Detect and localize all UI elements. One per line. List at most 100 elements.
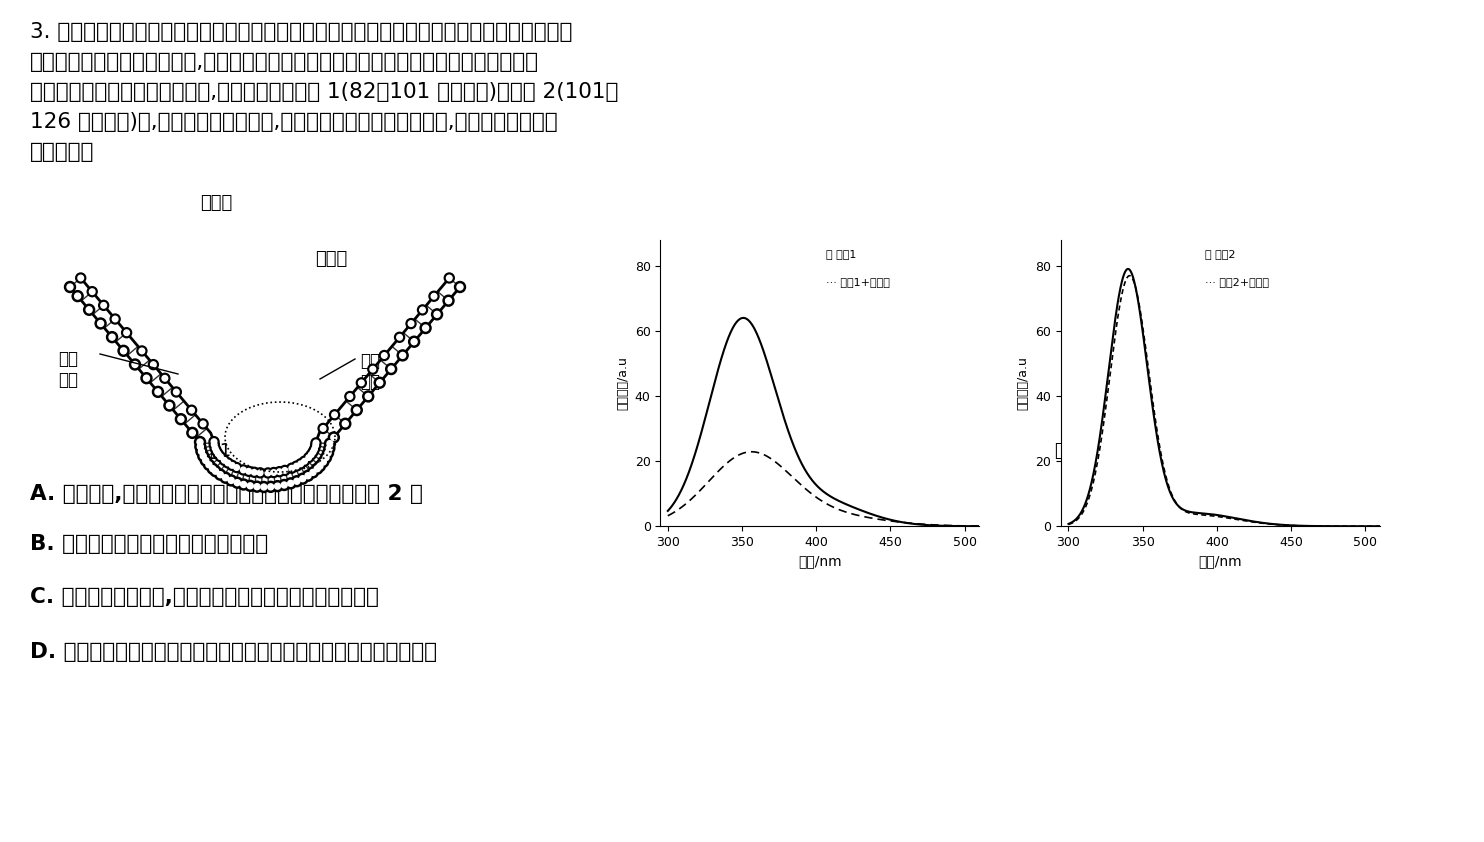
Circle shape bbox=[197, 450, 209, 461]
Circle shape bbox=[321, 459, 326, 465]
Circle shape bbox=[310, 444, 319, 454]
Circle shape bbox=[243, 466, 254, 477]
Circle shape bbox=[79, 275, 83, 280]
Circle shape bbox=[313, 440, 319, 445]
Circle shape bbox=[374, 377, 386, 388]
Circle shape bbox=[309, 452, 315, 457]
X-axis label: 波长/nm: 波长/nm bbox=[798, 555, 841, 568]
Circle shape bbox=[254, 483, 260, 490]
Circle shape bbox=[272, 470, 276, 476]
Circle shape bbox=[197, 439, 203, 445]
Circle shape bbox=[297, 473, 309, 484]
Circle shape bbox=[312, 463, 324, 474]
Circle shape bbox=[407, 318, 416, 328]
Circle shape bbox=[445, 298, 451, 304]
Circle shape bbox=[203, 459, 214, 470]
Circle shape bbox=[211, 443, 220, 453]
Circle shape bbox=[226, 475, 236, 486]
Circle shape bbox=[325, 450, 331, 456]
Circle shape bbox=[209, 440, 220, 450]
Circle shape bbox=[240, 467, 246, 472]
Circle shape bbox=[64, 281, 76, 292]
Circle shape bbox=[322, 447, 334, 459]
Circle shape bbox=[261, 484, 267, 490]
Circle shape bbox=[275, 483, 280, 489]
Circle shape bbox=[148, 360, 159, 370]
Circle shape bbox=[352, 405, 362, 416]
Circle shape bbox=[285, 478, 297, 489]
Circle shape bbox=[194, 436, 205, 447]
Text: 述错误的是: 述错误的是 bbox=[30, 142, 95, 162]
Circle shape bbox=[98, 301, 108, 311]
Circle shape bbox=[188, 408, 194, 413]
Circle shape bbox=[211, 442, 217, 447]
Circle shape bbox=[101, 302, 107, 308]
Circle shape bbox=[309, 447, 318, 457]
Circle shape bbox=[263, 468, 273, 478]
Circle shape bbox=[206, 461, 212, 467]
Circle shape bbox=[211, 439, 217, 445]
Circle shape bbox=[306, 472, 312, 479]
Circle shape bbox=[315, 461, 325, 472]
Circle shape bbox=[417, 305, 427, 315]
Circle shape bbox=[187, 428, 197, 439]
Circle shape bbox=[229, 477, 234, 483]
Circle shape bbox=[255, 468, 266, 478]
Text: 图1: 图1 bbox=[209, 442, 232, 460]
Circle shape bbox=[298, 461, 304, 466]
Circle shape bbox=[212, 445, 218, 451]
Circle shape bbox=[318, 463, 324, 469]
Circle shape bbox=[300, 476, 306, 482]
Circle shape bbox=[368, 365, 378, 374]
Circle shape bbox=[215, 451, 226, 461]
Circle shape bbox=[321, 426, 326, 431]
Circle shape bbox=[129, 359, 141, 370]
Circle shape bbox=[73, 290, 83, 301]
Circle shape bbox=[218, 454, 223, 460]
Circle shape bbox=[196, 446, 206, 457]
Circle shape bbox=[326, 445, 332, 451]
Circle shape bbox=[229, 462, 234, 468]
Circle shape bbox=[153, 386, 163, 397]
Circle shape bbox=[232, 462, 242, 472]
Circle shape bbox=[144, 376, 150, 381]
Circle shape bbox=[457, 284, 463, 290]
Circle shape bbox=[310, 469, 316, 476]
Text: B. 小窝的形成体现了细胞膜的结构特点: B. 小窝的形成体现了细胞膜的结构特点 bbox=[30, 534, 269, 554]
Circle shape bbox=[208, 463, 218, 474]
Text: 细胞外: 细胞外 bbox=[200, 194, 233, 212]
Circle shape bbox=[234, 465, 239, 471]
Circle shape bbox=[174, 389, 180, 395]
Circle shape bbox=[74, 293, 80, 299]
Circle shape bbox=[240, 482, 246, 488]
Text: A. 据图可知,小窝蛋白中间区段与胆固醇的结合位点在肽段 2 中: A. 据图可知,小窝蛋白中间区段与胆固醇的结合位点在肽段 2 中 bbox=[30, 484, 423, 504]
Circle shape bbox=[282, 467, 288, 473]
Circle shape bbox=[377, 380, 383, 386]
Circle shape bbox=[291, 461, 301, 472]
Circle shape bbox=[122, 328, 132, 338]
Text: D. 小窝蛋白基因控制小窝蛋白合成过程中腺嘌呤可以有两种配对方式: D. 小窝蛋白基因控制小窝蛋白合成过程中腺嘌呤可以有两种配对方式 bbox=[30, 642, 436, 662]
Circle shape bbox=[396, 334, 402, 340]
Circle shape bbox=[312, 438, 321, 448]
Circle shape bbox=[160, 373, 169, 383]
Circle shape bbox=[291, 476, 303, 487]
Text: 中间
区段: 中间 区段 bbox=[361, 352, 380, 391]
Circle shape bbox=[137, 346, 147, 356]
Circle shape bbox=[197, 444, 203, 450]
Circle shape bbox=[190, 430, 196, 436]
Circle shape bbox=[108, 334, 116, 340]
Circle shape bbox=[175, 413, 187, 424]
Circle shape bbox=[120, 348, 126, 354]
Circle shape bbox=[289, 466, 294, 471]
Circle shape bbox=[220, 472, 232, 483]
Text: ··· 肽段1+胆固醇: ··· 肽段1+胆固醇 bbox=[827, 277, 890, 287]
Circle shape bbox=[76, 273, 86, 283]
Circle shape bbox=[269, 467, 279, 477]
Circle shape bbox=[332, 412, 337, 418]
Circle shape bbox=[194, 441, 206, 452]
Circle shape bbox=[408, 336, 420, 347]
Circle shape bbox=[324, 443, 335, 454]
Circle shape bbox=[110, 314, 120, 324]
Circle shape bbox=[107, 332, 117, 343]
Circle shape bbox=[318, 456, 329, 467]
